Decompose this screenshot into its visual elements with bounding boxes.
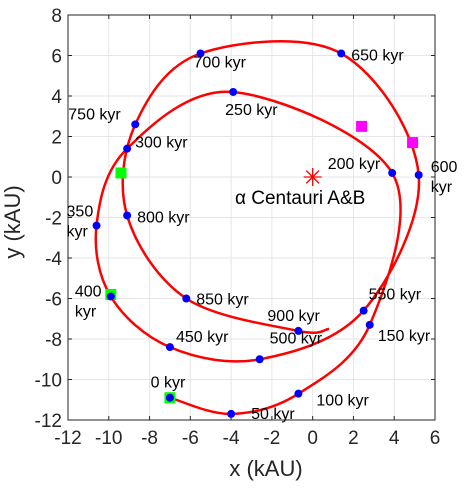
point-label-line: kyr [67,224,89,241]
data-point [196,49,205,58]
point-label-line: 350 [67,204,94,221]
data-point [337,49,346,58]
point-label-line: 650 kyr [351,47,404,64]
data-point [123,211,132,220]
y-axis-label: y (kAU) [0,185,25,258]
point-label: 200 kyr [328,156,381,173]
y-tick-label: -10 [35,371,62,392]
y-tick-label: -8 [45,330,62,351]
point-label: 0 kyr [151,375,186,392]
point-label-line: 700 kyr [194,54,247,71]
x-axis-label: x (kAU) [229,456,302,481]
x-tick-label: -2 [263,428,280,449]
y-tick-label: 8 [51,6,62,27]
point-label-line: 100 kyr [316,393,369,410]
data-point [165,343,174,352]
point-label-line: 450 kyr [176,329,229,346]
point-label: 550 kyr [369,287,422,304]
point-label-line: 900 kyr [267,308,320,325]
data-point [294,326,303,335]
data-points [92,49,423,418]
data-point [414,170,423,179]
x-tick-label: -12 [54,428,81,449]
y-tick-label: -4 [45,249,62,270]
star-label: α Centauri A&B [235,188,365,209]
magenta-square-marker [407,137,419,149]
point-label: 800 kyr [137,209,190,226]
star-ray [305,170,320,184]
data-point [388,168,397,177]
data-point [365,320,374,329]
grid [67,14,436,421]
y-tick-label: 4 [51,87,62,108]
data-point [255,355,264,364]
data-point [131,120,140,129]
magenta-square-marker [356,120,368,132]
point-label: 700 kyr [194,54,247,71]
data-point [106,292,115,301]
point-label-line: 200 kyr [328,156,381,173]
data-point [227,409,236,418]
point-label: 450 kyr [176,329,229,346]
point-label: 650 kyr [351,47,404,64]
point-label-line: 150 kyr [378,328,431,345]
y-tick-label: -6 [45,290,62,311]
point-label-line: 850 kyr [196,292,249,309]
point-label: 150 kyr [378,328,431,345]
point-label-line: 750 kyr [68,106,121,123]
point-label-line: kyr [75,303,97,320]
point-label: 750 kyr [68,106,121,123]
point-label-line: 500 kyr [270,330,323,347]
orbit-path [94,40,421,416]
y-tick-label: 2 [51,128,62,149]
point-label-line: 800 kyr [137,209,190,226]
data-point [165,393,174,402]
point-label: 600 kyr [431,159,458,196]
point-label: 50 kyr [251,406,295,423]
point-label: 400 kyr [75,283,102,320]
y-tick-label: -2 [45,209,62,230]
x-tick-label: -6 [182,428,199,449]
x-tick-label: -8 [141,428,158,449]
point-label-line: 250 kyr [225,102,278,119]
data-point [123,144,132,153]
point-label-line: 400 [75,283,102,300]
point-label: 300 kyr [135,135,188,152]
data-point [182,294,191,303]
point-label: 350 kyr [67,204,94,241]
central-star: α Centauri A&B [235,168,365,209]
point-label-line: 50 kyr [251,406,295,423]
y-tick-label: 6 [51,47,62,68]
point-label-line: 300 kyr [135,135,188,152]
axes: -12 -10 -8 -6 -4 -2 0 2 4 6 -12 -10 -8 -6 -4 -2 0 2 4 6 8 [35,6,441,449]
point-label-line: kyr [431,179,453,196]
x-tick-label: 6 [430,428,441,449]
point-label-line: 550 kyr [369,287,422,304]
data-point [92,221,101,230]
point-label: 850 kyr [196,292,249,309]
data-point [359,306,368,315]
data-point [294,389,303,398]
point-label: 100 kyr [316,393,369,410]
green-square-marker [115,167,127,179]
x-tick-label: -10 [95,428,122,449]
orbit-line [94,40,421,416]
point-label-line: 600 [431,159,458,176]
point-labels: 0 kyr 50 kyr 100 kyr 150 kyr 200 kyr 250 kyr 3… [67,47,458,422]
point-label: 900 kyr [267,308,320,325]
x-tick-label: 4 [389,428,400,449]
x-tick-label: 2 [348,428,359,449]
point-label: 500 kyr [270,330,323,347]
point-label: 250 kyr [225,102,278,119]
point-label-line: 0 kyr [151,375,186,392]
x-tick-label: 0 [307,428,318,449]
data-point [229,87,238,96]
y-tick-label: -12 [35,411,62,432]
x-tick-label: -4 [223,428,240,449]
y-tick-label: 0 [51,168,62,189]
